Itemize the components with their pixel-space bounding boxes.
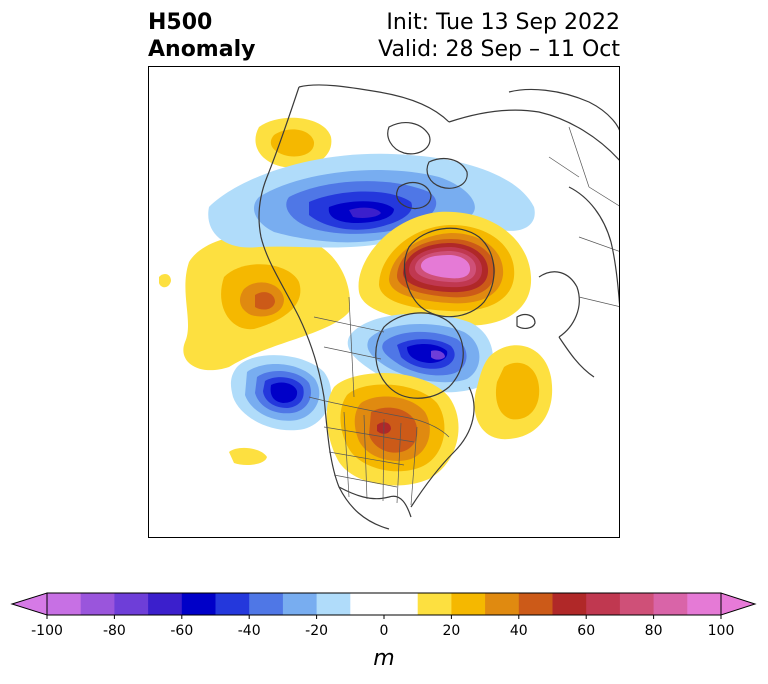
colorbar-segments xyxy=(47,593,722,615)
colorbar-tick-label: -40 xyxy=(238,623,261,639)
colorbar-tick-label: 0 xyxy=(380,623,389,639)
pacific-ridge xyxy=(183,233,350,371)
pacific-trough xyxy=(230,355,332,431)
colorbar-segment xyxy=(282,593,318,615)
colorbar-segment xyxy=(181,593,216,615)
colorbar-segment xyxy=(47,593,82,615)
colorbar-tick-label: 60 xyxy=(577,623,595,639)
central-trough xyxy=(347,313,493,393)
minor-positive-anomaly xyxy=(229,447,267,465)
colorbar-tick-label: -80 xyxy=(103,623,126,639)
eastern-us-ridge xyxy=(326,373,459,486)
colorbar-segment xyxy=(417,593,452,615)
colorbar-segment xyxy=(316,593,351,615)
colorbar-segment xyxy=(114,593,149,615)
title-variable: H500 xyxy=(148,10,213,35)
colorbar-tick-label: 100 xyxy=(708,623,735,639)
colorbar-tick-label: 80 xyxy=(645,623,663,639)
colorbar-segment xyxy=(215,593,250,615)
colorbar-unit-label: m xyxy=(373,646,395,671)
colorbar-segment xyxy=(485,593,520,615)
colorbar-tick-label: -20 xyxy=(305,623,328,639)
colorbar-tick-label: 40 xyxy=(510,623,528,639)
colorbar-segment xyxy=(586,593,621,615)
map-panel xyxy=(148,66,620,538)
political-borders xyxy=(308,126,619,506)
colorbar-segment xyxy=(249,593,284,615)
title-right: Init: Tue 13 Sep 2022 Valid: 28 Sep – 11… xyxy=(378,9,620,63)
colorbar-segment xyxy=(653,593,688,615)
anomaly-map xyxy=(159,84,619,530)
colorbar-max-extension xyxy=(720,592,757,616)
colorbar-ticks: -100 -80 -60 -40 -20 0 20 40 60 80 100 xyxy=(31,615,734,639)
coastlines xyxy=(258,84,619,530)
colorbar-segment xyxy=(80,593,115,615)
colorbar-segment xyxy=(451,593,486,615)
colorbar-min-extension xyxy=(10,592,48,616)
colorbar-tick-label: 20 xyxy=(442,623,460,639)
colorbar-segment xyxy=(384,593,419,615)
colorbar-tick-label: -100 xyxy=(31,623,63,639)
colorbar-segment xyxy=(619,593,655,615)
colorbar-segment xyxy=(148,593,183,615)
colorbar-tick-label: -60 xyxy=(170,623,193,639)
colorbar: -100 -80 -60 -40 -20 0 20 40 60 80 100 xyxy=(10,592,757,639)
title-left: H500 Anomaly xyxy=(148,9,255,63)
colorbar-segment xyxy=(552,593,587,615)
colorbar-segment xyxy=(687,593,722,615)
atlantic-ridge xyxy=(474,345,553,440)
minor-positive-anomaly-west xyxy=(159,273,171,288)
colorbar-segment xyxy=(518,593,553,615)
anomaly-contours xyxy=(159,117,553,486)
title-field: Anomaly xyxy=(148,37,256,62)
valid-period: Valid: 28 Sep – 11 Oct xyxy=(378,37,620,62)
colorbar-segment xyxy=(350,593,385,615)
init-date: Init: Tue 13 Sep 2022 xyxy=(386,10,620,35)
arctic-ridge xyxy=(358,211,532,326)
